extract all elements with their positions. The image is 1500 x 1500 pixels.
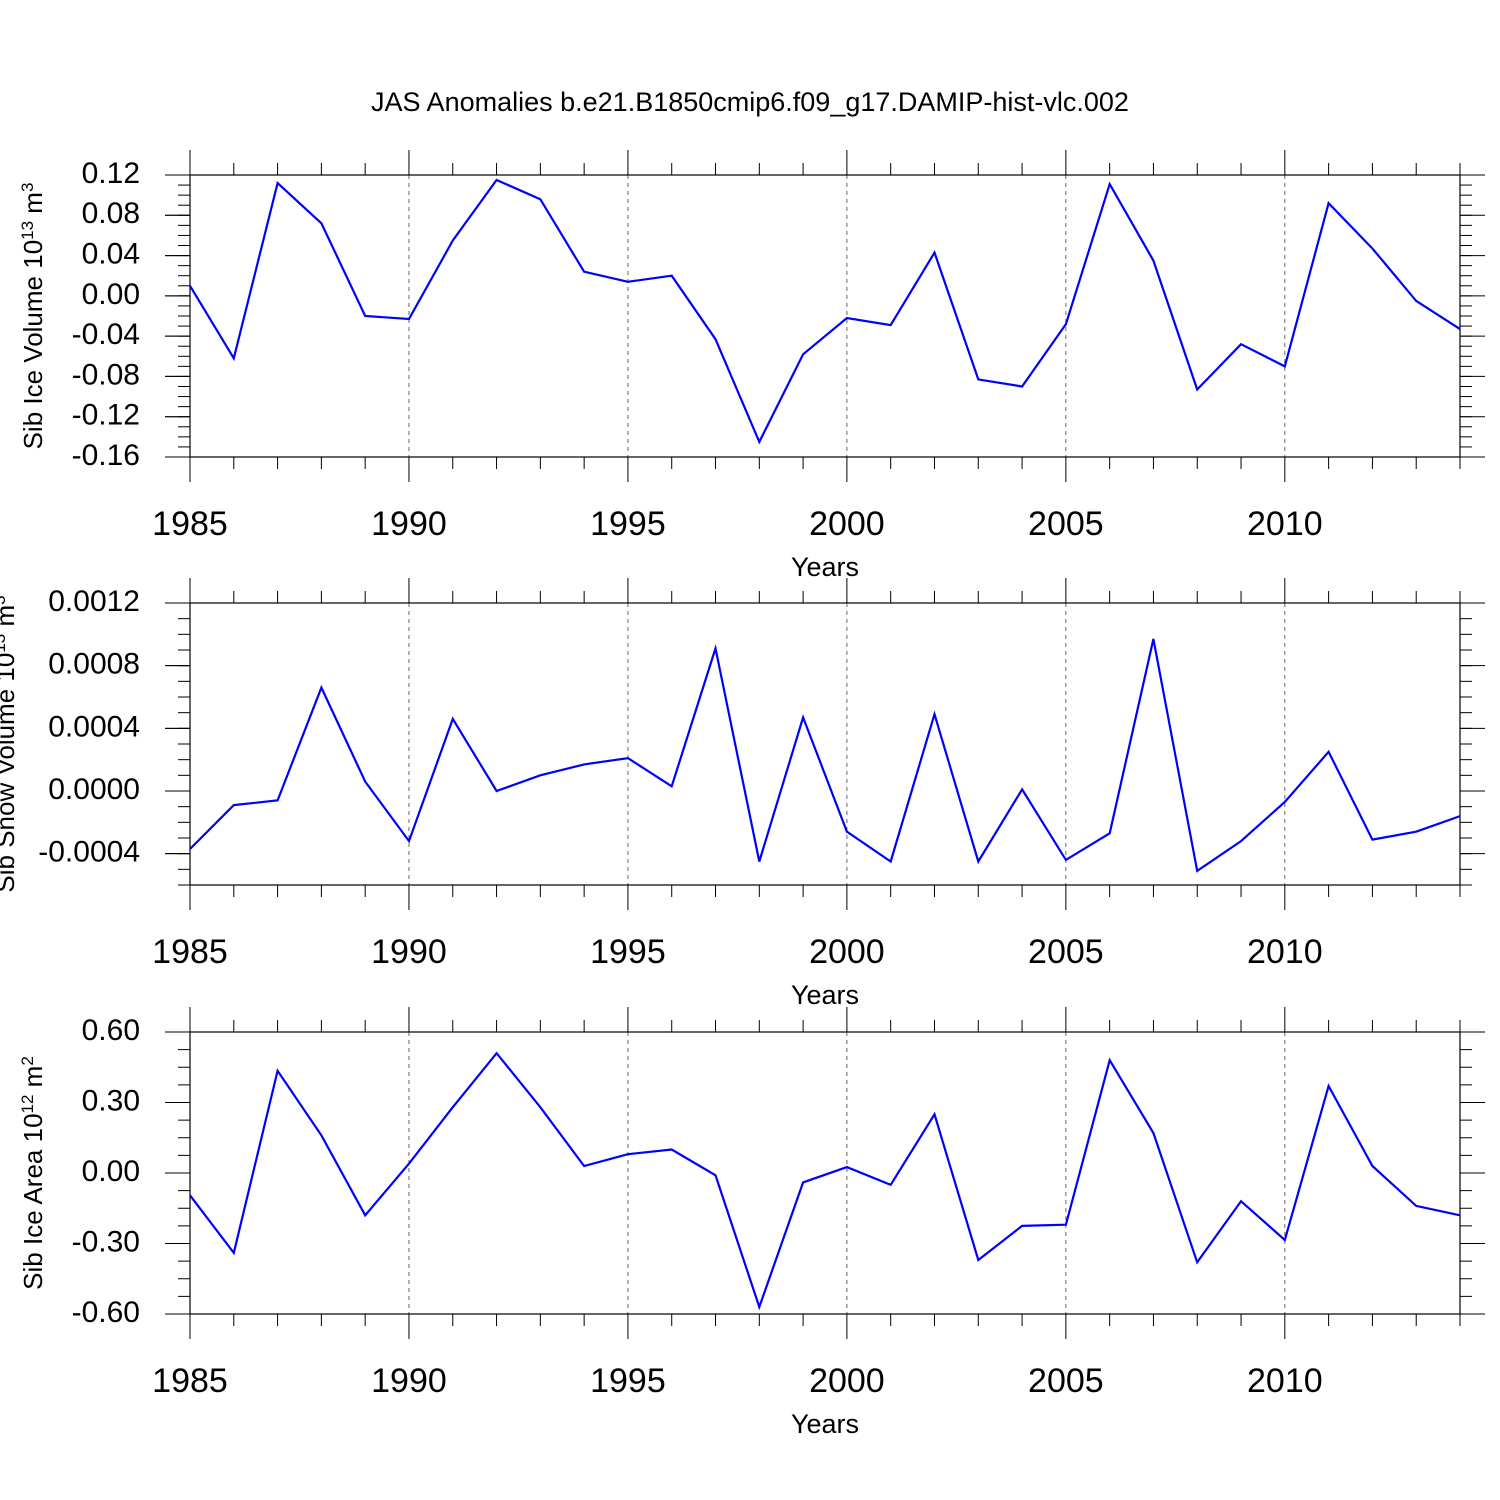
x-tick-label: 1990 xyxy=(371,505,447,543)
panel-snow-volume: 1985 1990 1995 2000 2005 2010 Years 0.0012 0.000… xyxy=(0,578,1485,1010)
y-tick-label: 0.0008 xyxy=(48,648,140,681)
y-tick-label: 0.08 xyxy=(82,197,140,230)
x-tick-label: 2005 xyxy=(1028,1362,1104,1400)
x-axis-label: Years xyxy=(791,552,859,582)
x-tick-label: 1990 xyxy=(371,1362,447,1400)
x-axis-label: Years xyxy=(791,1409,859,1439)
y-tick-label: 0.04 xyxy=(82,237,140,270)
y-tick-label: 0.00 xyxy=(82,1155,140,1188)
panel-ice-area: 1985 1990 1995 2000 2005 2010 Years 0.60 0.30 0.0… xyxy=(18,1007,1485,1439)
x-tick-label: 2010 xyxy=(1247,505,1323,543)
x-tick-label: 1995 xyxy=(590,1362,666,1400)
x-tick-label: 2005 xyxy=(1028,505,1104,543)
x-tick-label: 1995 xyxy=(590,505,666,543)
y-tick-label: -0.08 xyxy=(72,358,140,391)
series-line-ice-area xyxy=(189,1051,1461,1311)
y-tick-label: 0.12 xyxy=(82,157,140,190)
x-tick-label: 1995 xyxy=(590,933,666,971)
y-tick-label: 0.00 xyxy=(82,278,140,311)
y-tick-label: -0.30 xyxy=(72,1225,140,1258)
x-axis-label: Years xyxy=(791,980,859,1010)
x-tick-label: 1985 xyxy=(152,1362,228,1400)
y-tick-label: 0.0000 xyxy=(48,773,140,806)
series-line-ice-volume xyxy=(189,178,1461,445)
panel-ice-volume: 1985 1990 1995 2000 2005 2010 Years 0.12 0.08 0.0… xyxy=(18,150,1485,582)
y-axis-label: Sib Ice Volume 1013 m3 xyxy=(18,183,49,450)
y-tick-label: 0.30 xyxy=(82,1084,140,1117)
chart-panels: 1985 1990 1995 2000 2005 2010 Years 0.12 0.08 0.0… xyxy=(0,150,1485,1439)
plot-frame xyxy=(189,602,1461,886)
x-tick-label: 1985 xyxy=(152,933,228,971)
y-tick-label: -0.60 xyxy=(72,1296,140,1329)
y-tick-label: -0.16 xyxy=(72,439,140,472)
chart-title: JAS Anomalies b.e21.B1850cmip6.f09_g17.D… xyxy=(371,87,1129,117)
series-line-snow-volume xyxy=(189,638,1461,873)
y-axis-label: Sib Snow Volume 1013 m3 xyxy=(0,595,20,892)
x-tick-label: 2005 xyxy=(1028,933,1104,971)
y-tick-label: 0.0012 xyxy=(48,585,140,618)
y-tick-label: -0.0004 xyxy=(38,836,140,869)
y-tick-label: -0.04 xyxy=(72,318,140,351)
x-tick-label: 2010 xyxy=(1247,933,1323,971)
x-tick-label: 2000 xyxy=(809,505,885,543)
y-tick-label: 0.0004 xyxy=(48,710,140,743)
x-tick-label: 1985 xyxy=(152,505,228,543)
x-tick-label: 1990 xyxy=(371,933,447,971)
y-axis-label: Sib Ice Area 1012 m2 xyxy=(18,1056,49,1290)
y-tick-label: 0.60 xyxy=(82,1014,140,1047)
x-tick-label: 2000 xyxy=(809,1362,885,1400)
y-tick-label: -0.12 xyxy=(72,399,140,432)
x-tick-label: 2000 xyxy=(809,933,885,971)
x-tick-label: 2010 xyxy=(1247,1362,1323,1400)
